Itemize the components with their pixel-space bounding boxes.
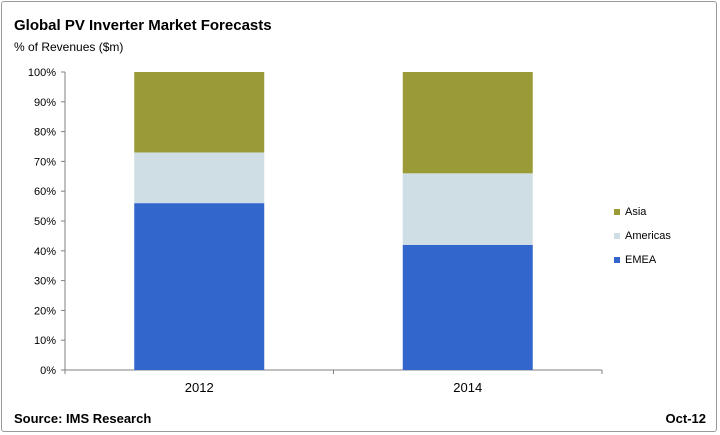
y-tick-label: 40% bbox=[34, 246, 56, 258]
bar-asia-2012 bbox=[134, 72, 265, 153]
chart-subtitle: % of Revenues ($m) bbox=[14, 40, 124, 54]
y-tick-label: 30% bbox=[34, 276, 56, 288]
legend-label: Asia bbox=[625, 206, 647, 218]
y-tick-label: 100% bbox=[28, 67, 56, 79]
bar-americas-2014 bbox=[402, 173, 533, 245]
y-tick-label: 80% bbox=[34, 127, 56, 139]
bar-emea-2012 bbox=[134, 203, 265, 370]
legend-label: EMEA bbox=[625, 254, 657, 266]
bar-asia-2014 bbox=[402, 72, 533, 174]
x-tick-label: 2012 bbox=[185, 380, 214, 395]
legend-item-emea: EMEA bbox=[614, 248, 671, 272]
y-tick-label: 0% bbox=[40, 365, 56, 377]
y-tick-label: 70% bbox=[34, 156, 56, 168]
y-tick-label: 60% bbox=[34, 186, 56, 198]
y-tick-label: 90% bbox=[34, 97, 56, 109]
source-note: Source: IMS Research bbox=[14, 411, 152, 426]
x-tick-label: 2014 bbox=[453, 380, 482, 395]
bar-americas-2012 bbox=[134, 152, 265, 204]
legend-item-asia: Asia bbox=[614, 200, 671, 224]
legend-item-americas: Americas bbox=[614, 224, 671, 248]
legend-swatch bbox=[614, 257, 620, 263]
y-tick-label: 20% bbox=[34, 305, 56, 317]
legend-swatch bbox=[614, 209, 620, 215]
y-tick-label: 50% bbox=[34, 216, 56, 228]
y-tick-label: 10% bbox=[34, 335, 56, 347]
legend-label: Americas bbox=[625, 230, 671, 242]
chart-legend: Asia Americas EMEA bbox=[614, 200, 671, 272]
legend-swatch bbox=[614, 233, 620, 239]
date-note: Oct-12 bbox=[665, 411, 706, 426]
bar-emea-2014 bbox=[402, 244, 533, 370]
chart-title: Global PV Inverter Market Forecasts bbox=[14, 17, 272, 34]
